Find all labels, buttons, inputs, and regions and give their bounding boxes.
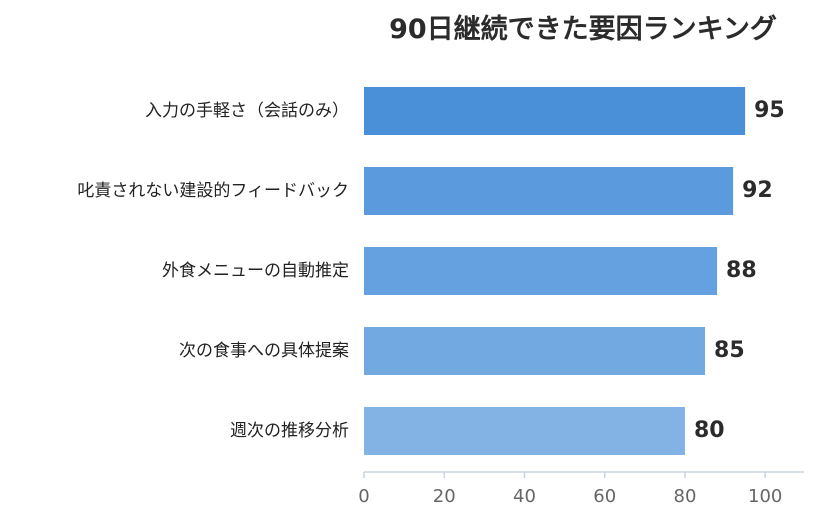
value-label: 95 [754,98,785,123]
bars-layer: 入力の手軽さ（会話のみ） 95 叱責されない建設的フィードバック 92 外食メニューの自… [77,87,785,455]
category-label: 外食メニューの自動推定 [162,261,349,281]
bar-5 [364,407,685,455]
bar-3 [364,247,718,295]
bar-2 [364,167,734,215]
value-label: 80 [694,418,725,443]
category-label: 週次の推移分析 [230,421,349,441]
value-label: 85 [714,338,745,363]
chart-title: 90日継続できた要因ランキング [389,13,777,45]
x-tick-label: 20 [433,486,456,507]
x-axis: 0 20 40 60 80 100 [358,471,804,507]
x-tick-label: 0 [358,486,369,507]
value-label: 92 [742,178,773,203]
category-label: 入力の手軽さ（会話のみ） [145,101,349,121]
x-tick-label: 100 [748,486,782,507]
category-label: 叱責されない建設的フィードバック [77,181,349,201]
value-label: 88 [726,258,757,283]
bar-4 [364,327,706,375]
x-tick-label: 80 [674,486,697,507]
bar-1 [364,87,746,135]
category-label: 次の食事への具体提案 [179,341,349,361]
x-tick-label: 60 [593,486,616,507]
x-tick-label: 40 [513,486,536,507]
